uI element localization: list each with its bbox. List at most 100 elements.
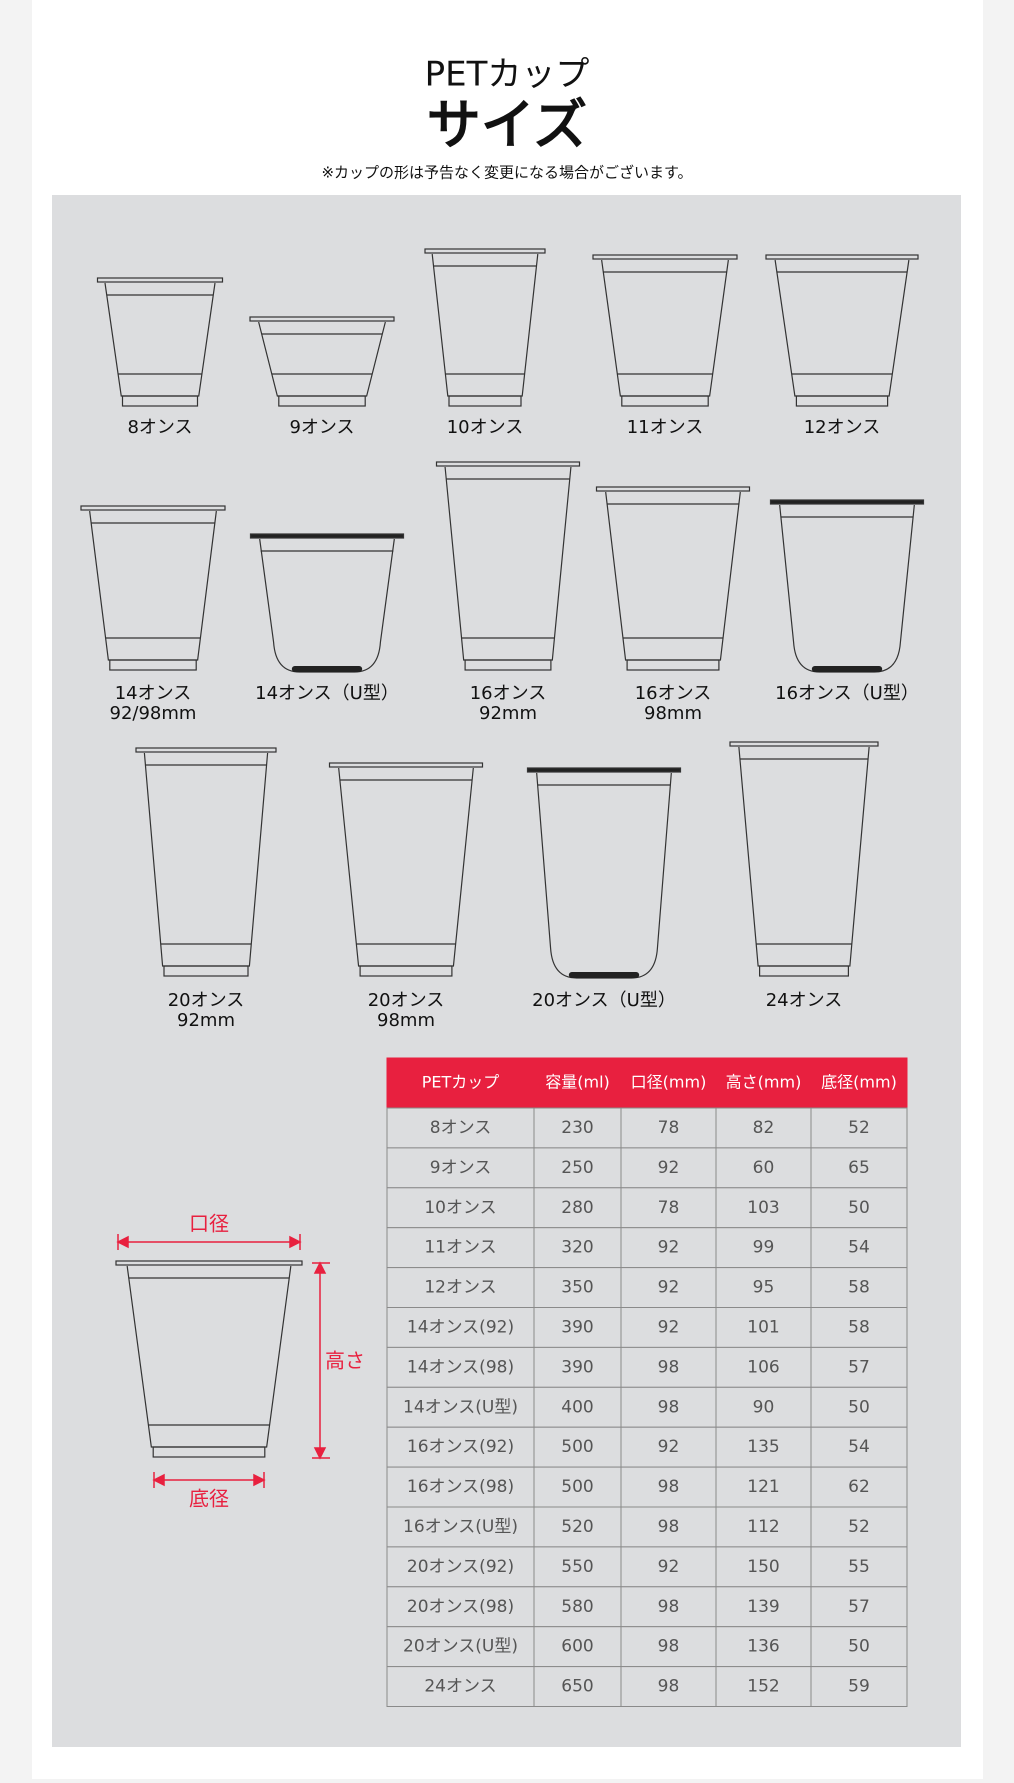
cup-foot xyxy=(278,395,366,407)
cell-text: 57 xyxy=(848,1357,870,1377)
cell-text: 14オンス(U型) xyxy=(403,1397,518,1417)
cell-text: 135 xyxy=(747,1437,779,1457)
cell xyxy=(386,1426,535,1468)
cell xyxy=(386,1546,535,1588)
mouth-label: 口径 xyxy=(189,1212,229,1236)
cell-text: 112 xyxy=(747,1517,779,1537)
cell xyxy=(533,1307,622,1348)
cell xyxy=(810,1107,908,1149)
cup-rim xyxy=(249,316,395,322)
cup-label: 98mm xyxy=(377,1010,435,1031)
cell-text: 14オンス(98) xyxy=(407,1357,514,1377)
cell-text: 8オンス xyxy=(430,1118,491,1138)
cup-foot xyxy=(152,1446,266,1458)
cell-text: 350 xyxy=(561,1278,593,1298)
cell-text: 90 xyxy=(753,1397,775,1417)
cell-text: 58 xyxy=(848,1278,870,1298)
cup-foot xyxy=(109,659,197,671)
cell xyxy=(715,1346,812,1388)
cup-rim xyxy=(80,505,226,511)
cell-text: 98 xyxy=(658,1477,680,1497)
header-cell xyxy=(620,1057,717,1109)
header-text: 口径(mm) xyxy=(631,1073,707,1092)
cell-text: 78 xyxy=(658,1198,680,1218)
cell xyxy=(715,1267,812,1308)
cell-text: 78 xyxy=(658,1118,680,1138)
cell xyxy=(386,1386,535,1428)
cell xyxy=(810,1626,908,1668)
cup-label: 92mm xyxy=(479,703,537,724)
cell xyxy=(810,1546,908,1588)
cell xyxy=(620,1546,717,1588)
cup: 24オンス xyxy=(729,741,879,1011)
cup-label: 14オンス（U型） xyxy=(255,683,399,704)
cell xyxy=(620,1586,717,1628)
cell xyxy=(810,1386,908,1428)
cell xyxy=(715,1307,812,1348)
cell-text: 98 xyxy=(658,1397,680,1417)
cell-text: 230 xyxy=(561,1118,593,1138)
cup-foot xyxy=(621,395,709,407)
cell-text: 92 xyxy=(658,1317,680,1337)
cell-text: 60 xyxy=(753,1158,775,1178)
cell-text: 54 xyxy=(848,1437,870,1457)
header-cell xyxy=(533,1057,622,1109)
cell-text: 500 xyxy=(561,1477,593,1497)
cell xyxy=(715,1586,812,1628)
cell-text: 95 xyxy=(753,1278,775,1298)
cell xyxy=(810,1466,908,1508)
cell xyxy=(810,1426,908,1468)
cell xyxy=(810,1267,908,1308)
title: PETカップ xyxy=(425,55,590,95)
cell-text: 106 xyxy=(747,1357,779,1377)
cup-label: 11オンス xyxy=(627,417,704,438)
cell xyxy=(620,1626,717,1668)
cup: 9オンス xyxy=(249,316,395,438)
cell-text: 280 xyxy=(561,1198,593,1218)
cell-text: 92 xyxy=(658,1437,680,1457)
cell xyxy=(533,1426,622,1468)
cup-rim xyxy=(765,254,919,260)
cell xyxy=(533,1626,622,1668)
cup-label: 20オンス xyxy=(368,990,445,1011)
cell-text: 59 xyxy=(848,1677,870,1697)
cup-rim xyxy=(729,741,879,747)
cup-foot xyxy=(758,965,849,977)
cell xyxy=(533,1107,622,1149)
cup-label: 20オンス（U型） xyxy=(532,990,676,1011)
cell-text: 98 xyxy=(658,1517,680,1537)
cell xyxy=(533,1546,622,1588)
cup-rim xyxy=(115,1260,303,1266)
height-label: 高さ xyxy=(325,1349,365,1373)
cell-text: 92 xyxy=(658,1238,680,1258)
cell-text: 50 xyxy=(848,1397,870,1417)
cell-text: 101 xyxy=(747,1317,779,1337)
base-label: 底径 xyxy=(189,1487,229,1511)
header-text: 容量(ml) xyxy=(545,1073,610,1092)
cup: 12オンス xyxy=(765,254,919,438)
header-cell xyxy=(715,1057,812,1109)
cell-text: 550 xyxy=(561,1557,593,1577)
cell-text: 16オンス(U型) xyxy=(403,1517,518,1537)
cell-text: 320 xyxy=(561,1238,593,1258)
cell xyxy=(715,1147,812,1189)
cup: 16オンス（U型） xyxy=(769,499,925,704)
cell-text: 250 xyxy=(561,1158,593,1178)
cell-text: 55 xyxy=(848,1557,870,1577)
cell-text: 99 xyxy=(753,1238,775,1258)
cell-text: 92 xyxy=(658,1158,680,1178)
cell xyxy=(620,1187,717,1229)
subtitle: サイズ xyxy=(427,94,587,157)
cell xyxy=(810,1506,908,1548)
cup-rim xyxy=(595,486,751,492)
cell-text: 390 xyxy=(561,1357,593,1377)
cell-text: 98 xyxy=(658,1357,680,1377)
cup-foot xyxy=(795,395,889,407)
cup: 8オンス xyxy=(96,277,224,438)
